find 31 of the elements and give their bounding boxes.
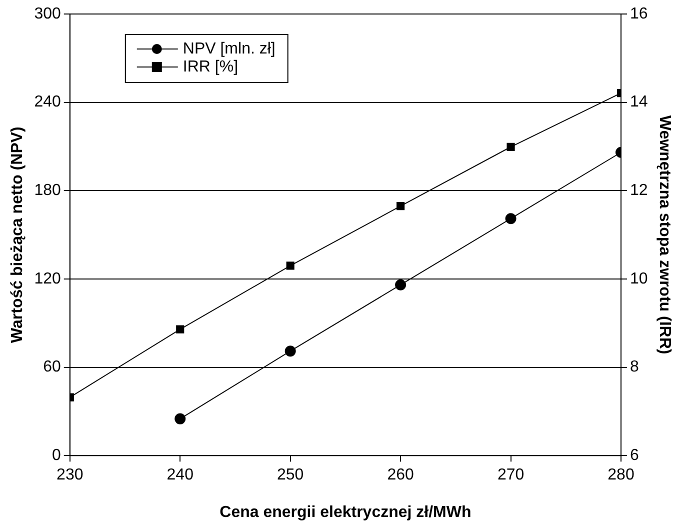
x-tick-label: 250 <box>276 466 304 484</box>
x-tick-label: 240 <box>166 466 194 484</box>
y-tick-label: 240 <box>34 94 61 111</box>
point <box>176 325 184 334</box>
x-tick-label: 260 <box>387 466 414 484</box>
y-tick-label: 120 <box>34 270 61 288</box>
point <box>174 413 186 424</box>
point <box>286 262 294 270</box>
y2-tick-label: 6 <box>630 447 640 464</box>
y-tick-label: 60 <box>43 358 61 376</box>
point <box>506 142 515 151</box>
point <box>396 202 405 210</box>
x-tick-label: 230 <box>56 466 84 484</box>
x-tick-label: 270 <box>497 466 524 484</box>
point <box>284 346 296 357</box>
legend-label: NPV [mln. zł] <box>182 40 276 58</box>
y2-axis-title: Wewnętrzna stopa zwrotu (IRR) <box>656 115 673 354</box>
y2-tick-label: 10 <box>630 270 648 288</box>
y-tick-label: 180 <box>34 182 61 200</box>
y2-tick-label: 12 <box>630 182 648 200</box>
y2-tick-label: 8 <box>630 358 640 376</box>
point <box>395 279 406 290</box>
y2-tick-label: 14 <box>630 94 648 111</box>
x-axis-title: Cena energii elektrycznej zł/MWh <box>220 504 472 521</box>
y-tick-label: 0 <box>52 447 61 464</box>
y2-tick-label: 16 <box>630 5 648 22</box>
legend-label: IRR [%] <box>182 58 238 76</box>
y-axis-title: Wartość bieżąca netto (NPV) <box>9 126 26 343</box>
y-tick-label: 300 <box>34 5 61 22</box>
x-tick-label: 280 <box>608 466 634 484</box>
point <box>505 213 516 224</box>
